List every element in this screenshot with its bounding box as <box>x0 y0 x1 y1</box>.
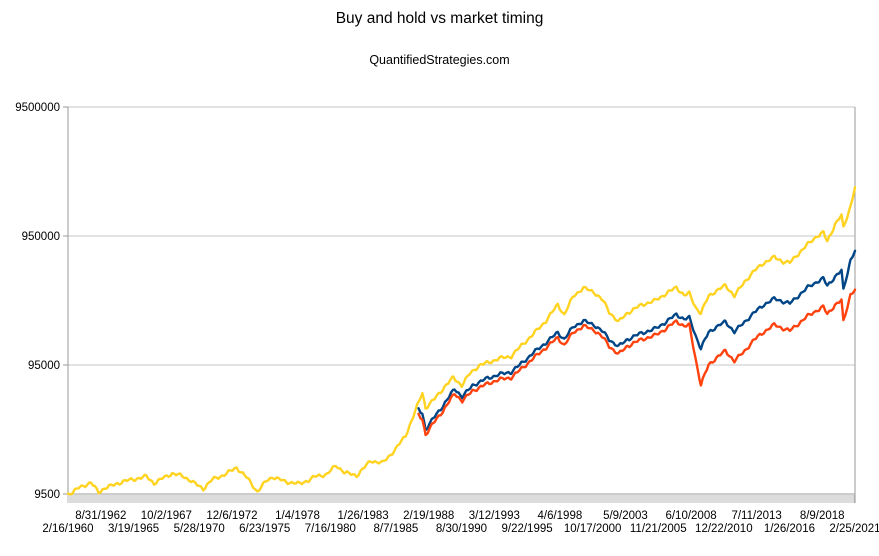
x-tick-label: 10/2/1967 <box>141 510 192 522</box>
x-tick-label: 1/26/2016 <box>764 523 815 535</box>
series-line-red <box>417 288 857 437</box>
x-tick-label: 7/11/2013 <box>731 510 781 522</box>
x-tick-label: 1/26/1983 <box>338 510 389 522</box>
x-tick-label: 2/16/1960 <box>42 523 93 535</box>
x-tick-label: 10/17/2000 <box>564 523 622 535</box>
x-axis-tick-band <box>67 495 855 503</box>
x-tick-label: 8/30/1990 <box>436 523 487 535</box>
chart-title: Buy and hold vs market timing <box>335 10 544 27</box>
x-tick-label: 12/22/2010 <box>695 523 753 535</box>
y-tick-label: 9500 <box>34 489 60 501</box>
series-line-blue <box>417 249 857 432</box>
x-tick-label: 11/21/2005 <box>630 523 687 535</box>
x-tick-label: 4/6/1998 <box>537 510 582 522</box>
series-line-yellow <box>66 186 857 496</box>
x-tick-label: 2/19/1988 <box>403 510 454 522</box>
x-tick-label: 7/16/1980 <box>305 523 356 535</box>
x-tick-label: 3/19/1965 <box>108 523 159 535</box>
x-tick-label: 12/6/1972 <box>206 510 257 522</box>
chart-subtitle: QuantifiedStrategies.com <box>369 53 510 67</box>
x-tick-label: 8/9/2018 <box>800 510 845 522</box>
y-tick-label: 9500000 <box>15 102 60 114</box>
x-tick-label: 2/25/2021 <box>829 523 879 535</box>
x-tick-label: 5/28/1970 <box>174 523 225 535</box>
x-tick-label: 8/31/1962 <box>75 510 126 522</box>
x-tick-label: 6/23/1975 <box>239 523 290 535</box>
y-tick-label: 95000 <box>28 360 60 372</box>
x-tick-label: 1/4/1978 <box>275 510 320 522</box>
x-tick-label: 3/12/1993 <box>469 510 520 522</box>
x-tick-label: 6/10/2008 <box>665 510 716 522</box>
x-tick-label: 5/9/2003 <box>603 510 648 522</box>
x-tick-label: 8/7/1985 <box>374 523 419 535</box>
y-tick-label: 950000 <box>22 231 60 243</box>
x-tick-label: 9/22/1995 <box>501 523 552 535</box>
